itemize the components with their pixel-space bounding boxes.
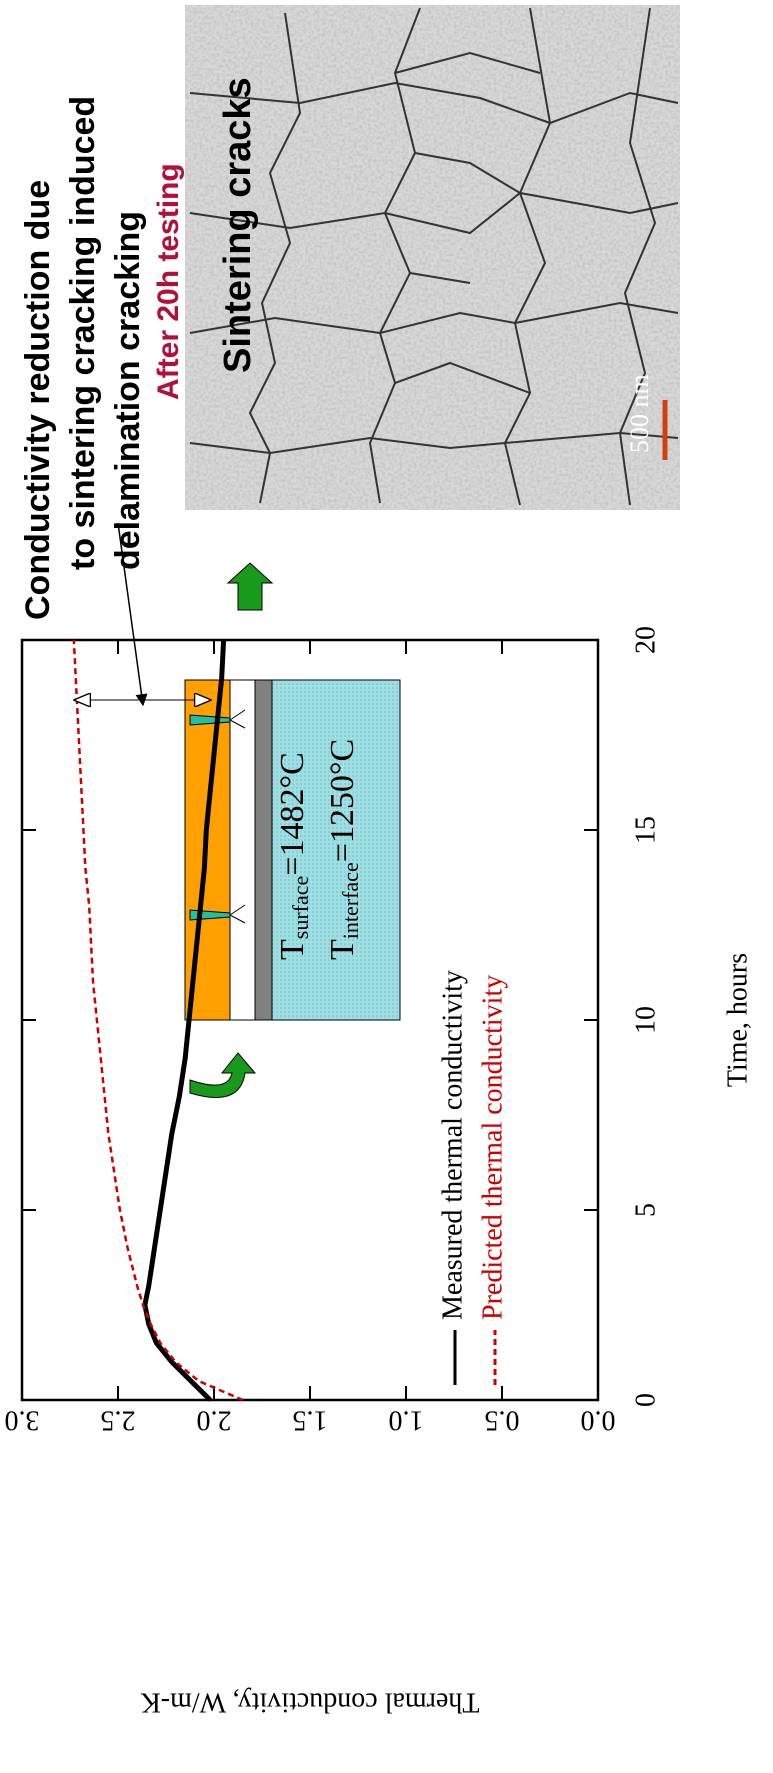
t-value: =1250°C (324, 739, 361, 862)
t-subscript: interface (338, 862, 363, 939)
y-axis-label: Thermal conductivity, W/m-K (140, 1687, 479, 1718)
x-tick-label: 10 (630, 1006, 661, 1034)
page: {"chart_data": { "type": "line", "x_labe… (0, 0, 773, 1773)
t-subscript: surface (288, 876, 313, 940)
annotation-line: to sintering cracking induced (64, 96, 102, 570)
scale-bar-label: 500 nm (625, 374, 654, 453)
micrograph-label: Sintering cracks (217, 77, 259, 373)
y-tick-label: 2.5 (101, 1405, 136, 1436)
y-tick-label: 2.0 (197, 1405, 232, 1436)
legend-label: Predicted thermal conductivity (477, 975, 508, 1320)
y-tick-label: 0.5 (485, 1405, 520, 1436)
annotation-line: Conductivity reduction due (19, 180, 57, 620)
rotated-figure: 500 nm Sintering cracks After 20h testin… (5, 5, 754, 1718)
t-symbol: T (324, 939, 361, 960)
y-tick-label: 1.5 (293, 1405, 328, 1436)
x-tick-label: 5 (630, 1203, 661, 1217)
legend-label: Measured thermal conductivity (437, 970, 468, 1320)
y-tick-label: 0.0 (581, 1405, 616, 1436)
t-symbol: T (274, 939, 311, 960)
after-testing: After 20h testing (152, 163, 185, 400)
figure: 500 nm Sintering cracks After 20h testin… (0, 0, 773, 1773)
x-axis-label: Time, hours (722, 953, 753, 1087)
annotation-line: delamination cracking (109, 211, 147, 570)
y-tick-label: 3.0 (5, 1405, 40, 1436)
x-tick-label: 20 (630, 626, 661, 654)
x-tick-label: 0 (630, 1393, 661, 1407)
x-tick-label: 15 (630, 816, 661, 844)
micrograph: 500 nm Sintering cracks (185, 5, 680, 510)
y-tick-label: 1.0 (389, 1405, 424, 1436)
arrow (228, 563, 272, 610)
t-value: =1482°C (274, 752, 311, 875)
